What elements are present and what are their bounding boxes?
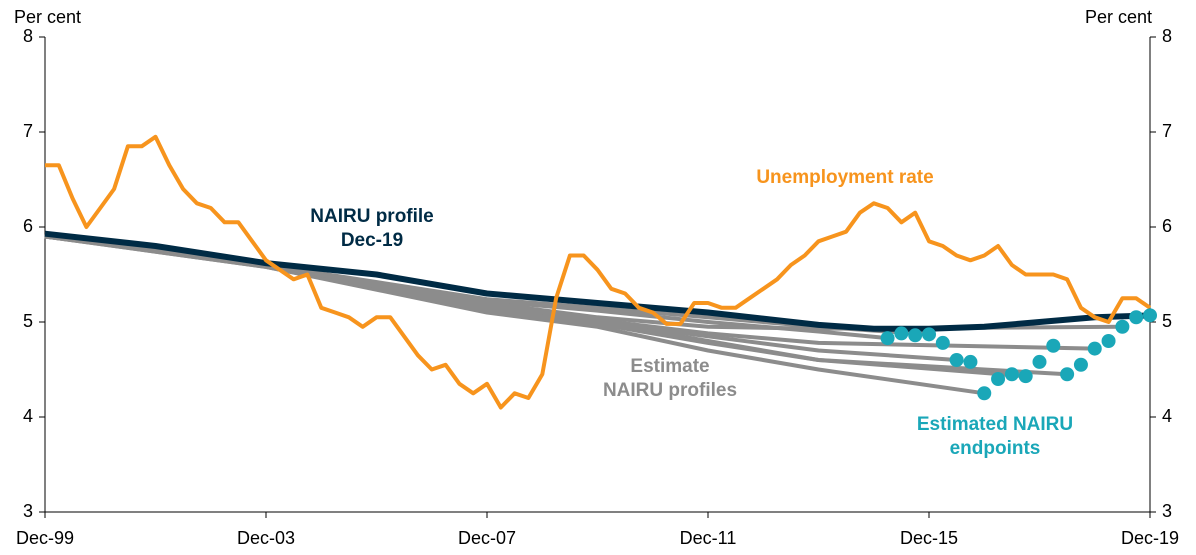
x-tick-label: Dec-11 bbox=[680, 528, 737, 548]
nairu-estimate-profile bbox=[44, 231, 1123, 331]
endpoint-dot bbox=[1060, 367, 1075, 382]
annotation: Estimated NAIRU bbox=[917, 414, 1073, 435]
annotation: endpoints bbox=[950, 438, 1041, 459]
endpoint-dot bbox=[922, 327, 936, 342]
endpoint-dot bbox=[1087, 341, 1102, 356]
y-tick-label: 4 bbox=[23, 406, 33, 426]
x-tick-label: Dec-15 bbox=[900, 528, 958, 548]
x-tick-label: Dec-03 bbox=[237, 528, 295, 548]
endpoint-dot bbox=[1129, 310, 1144, 325]
y-tick-label: 8 bbox=[23, 26, 33, 46]
endpoint-dot bbox=[977, 386, 992, 401]
endpoint-dot bbox=[963, 354, 978, 369]
y-tick-label: 7 bbox=[23, 121, 33, 141]
y2-tick-label: 6 bbox=[1162, 216, 1172, 236]
endpoint-dot bbox=[1101, 334, 1116, 348]
annotation: NAIRU profiles bbox=[603, 380, 737, 401]
y2-tick-label: 3 bbox=[1162, 501, 1172, 521]
endpoint-dot bbox=[894, 326, 909, 341]
nairu-profile-line bbox=[44, 230, 1151, 332]
endpoint-dot bbox=[1143, 308, 1157, 323]
y-tick-label: 3 bbox=[23, 501, 33, 521]
endpoint-dot bbox=[1115, 319, 1130, 334]
y-axis-label: Per cent bbox=[14, 7, 81, 27]
endpoint-dot bbox=[1046, 338, 1061, 353]
x-tick-label: Dec-19 bbox=[1121, 528, 1179, 548]
annotation: NAIRU profile bbox=[310, 206, 434, 227]
annotation: Dec-19 bbox=[341, 230, 403, 251]
annotation: Unemployment rate bbox=[756, 167, 933, 188]
y2-axis-label: Per cent bbox=[1085, 7, 1152, 27]
endpoint-dot bbox=[880, 331, 895, 346]
endpoint-dot bbox=[1018, 369, 1033, 384]
y2-tick-label: 5 bbox=[1162, 311, 1172, 331]
x-tick-label: Dec-99 bbox=[16, 528, 74, 548]
endpoint-dot bbox=[949, 353, 964, 367]
unemployment-line bbox=[45, 134, 1152, 410]
endpoint-dot bbox=[1004, 367, 1019, 382]
endpoint-dot bbox=[935, 335, 950, 350]
annotation: Estimate bbox=[630, 356, 709, 377]
y-tick-label: 5 bbox=[23, 311, 33, 331]
endpoint-dot bbox=[1032, 354, 1047, 369]
y2-tick-label: 4 bbox=[1162, 406, 1172, 426]
endpoint-dot bbox=[908, 328, 923, 343]
y-tick-label: 6 bbox=[23, 216, 33, 236]
endpoint-dot bbox=[991, 372, 1006, 386]
y2-tick-label: 7 bbox=[1162, 121, 1172, 141]
y2-tick-label: 8 bbox=[1162, 26, 1172, 46]
x-tick-label: Dec-07 bbox=[458, 528, 516, 548]
endpoint-dot bbox=[1073, 357, 1088, 372]
